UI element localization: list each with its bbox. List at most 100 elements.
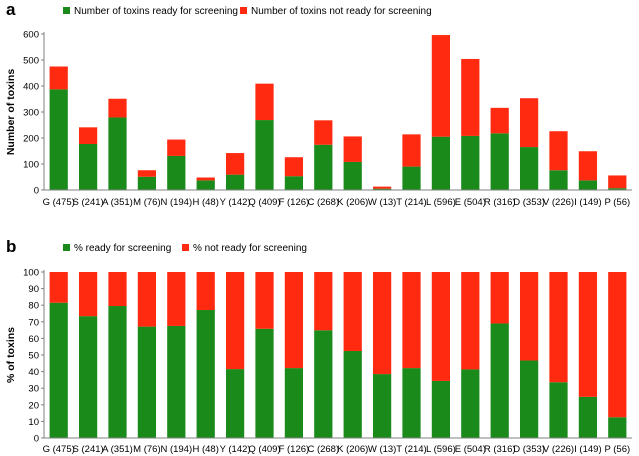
bar-ready [402, 368, 421, 438]
legend-label-ready: % ready for screening [74, 243, 171, 254]
x-tick-label: Q (409) [248, 444, 280, 455]
bar-not-ready [578, 272, 598, 397]
bar-ready [108, 306, 127, 438]
y-tick-label: 0 [34, 186, 39, 197]
bar-not-ready [372, 186, 392, 189]
y-tick-label: 500 [23, 56, 39, 67]
bar-not-ready [225, 272, 245, 370]
bar-not-ready [137, 170, 157, 177]
x-tick-label: L (596) [426, 197, 456, 208]
y-tick-label: 400 [23, 82, 39, 93]
bar-ready [578, 396, 598, 438]
x-tick-label: N (194) [160, 197, 192, 208]
y-tick-label: 0 [34, 434, 39, 445]
panel-label-a: a [6, 0, 16, 19]
x-tick-label: A (351) [102, 444, 133, 455]
bar-ready [78, 143, 98, 190]
bar-not-ready [49, 66, 68, 90]
bar-ready [255, 120, 274, 190]
bar-not-ready [284, 157, 304, 177]
bar-not-ready [431, 35, 451, 137]
bar-not-ready [402, 272, 421, 369]
bar-ready [519, 147, 539, 190]
y-tick-label: 80 [28, 301, 39, 312]
y-tick-label: 100 [23, 268, 39, 279]
x-tick-label: T (214) [396, 197, 426, 208]
y-axis-title: Number of toxins [5, 69, 17, 155]
bar-ready [578, 180, 598, 190]
bar-ready [431, 380, 451, 438]
x-tick-label: D (353) [513, 197, 545, 208]
y-tick-label: 40 [28, 367, 39, 378]
x-tick-label: F (126) [279, 444, 310, 455]
bar-not-ready [225, 153, 245, 175]
bar-not-ready [108, 98, 127, 118]
y-tick-label: 10 [28, 417, 39, 428]
x-tick-label: E (504) [455, 197, 486, 208]
bar-not-ready [314, 272, 333, 331]
bar-ready [490, 323, 509, 438]
bar-not-ready [167, 272, 186, 326]
x-tick-label: S (241) [73, 197, 104, 208]
bar-ready [519, 360, 539, 438]
x-tick-label: Q (409) [248, 197, 280, 208]
x-tick-label: W (13) [368, 444, 397, 455]
x-tick-label: Y (142) [220, 197, 251, 208]
x-tick-label: P (56) [604, 444, 630, 455]
bar-not-ready [549, 131, 568, 171]
bar-not-ready [137, 272, 157, 327]
y-tick-label: 200 [23, 134, 39, 145]
bar-not-ready [608, 175, 627, 189]
x-tick-label: L (596) [426, 444, 456, 455]
bar-not-ready [255, 272, 274, 329]
bar-not-ready [343, 272, 362, 352]
bar-ready [372, 374, 392, 438]
y-axis-title: % of toxins [5, 327, 17, 383]
panel-label-b: b [6, 237, 16, 256]
x-tick-label: F (126) [279, 197, 310, 208]
bar-ready [314, 144, 333, 190]
bar-ready [372, 188, 392, 190]
bar-ready [137, 176, 157, 190]
x-tick-label: D (353) [513, 444, 545, 455]
bar-ready [608, 417, 627, 438]
bar-ready [196, 180, 215, 190]
bar-not-ready [549, 272, 568, 383]
bar-ready [314, 330, 333, 438]
bar-ready [402, 166, 421, 190]
bar-ready [196, 310, 215, 438]
bar-not-ready [372, 272, 392, 375]
x-tick-label: R (316) [484, 197, 516, 208]
bar-not-ready [402, 134, 421, 167]
bar-not-ready [519, 98, 539, 148]
x-tick-label: V (226) [543, 444, 574, 455]
legend-swatch-ready [63, 7, 70, 14]
x-tick-label: I (149) [574, 444, 601, 455]
y-tick-label: 600 [23, 30, 39, 41]
bar-ready [461, 135, 480, 190]
legend-label-ready: Number of toxins ready for screening [74, 6, 238, 17]
x-tick-label: G (475) [43, 444, 75, 455]
x-tick-label: W (13) [368, 197, 397, 208]
x-tick-label: H (48) [192, 197, 218, 208]
x-tick-label: K (206) [337, 197, 368, 208]
bar-not-ready [78, 127, 98, 144]
bar-not-ready [49, 272, 68, 303]
bar-not-ready [490, 107, 509, 134]
bar-ready [167, 155, 186, 190]
bar-ready [49, 302, 68, 438]
bar-ready [225, 369, 245, 438]
bar-not-ready [578, 151, 598, 181]
y-tick-label: 60 [28, 334, 39, 345]
bar-ready [549, 382, 568, 438]
bar-not-ready [431, 272, 451, 381]
bar-not-ready [314, 120, 333, 145]
bar-ready [49, 89, 68, 190]
x-tick-label: M (76) [133, 197, 160, 208]
x-tick-label: T (214) [396, 444, 426, 455]
bar-ready [284, 176, 304, 190]
x-tick-label: V (226) [543, 197, 574, 208]
legend-swatch-ready [63, 244, 70, 251]
bar-not-ready [461, 272, 480, 370]
